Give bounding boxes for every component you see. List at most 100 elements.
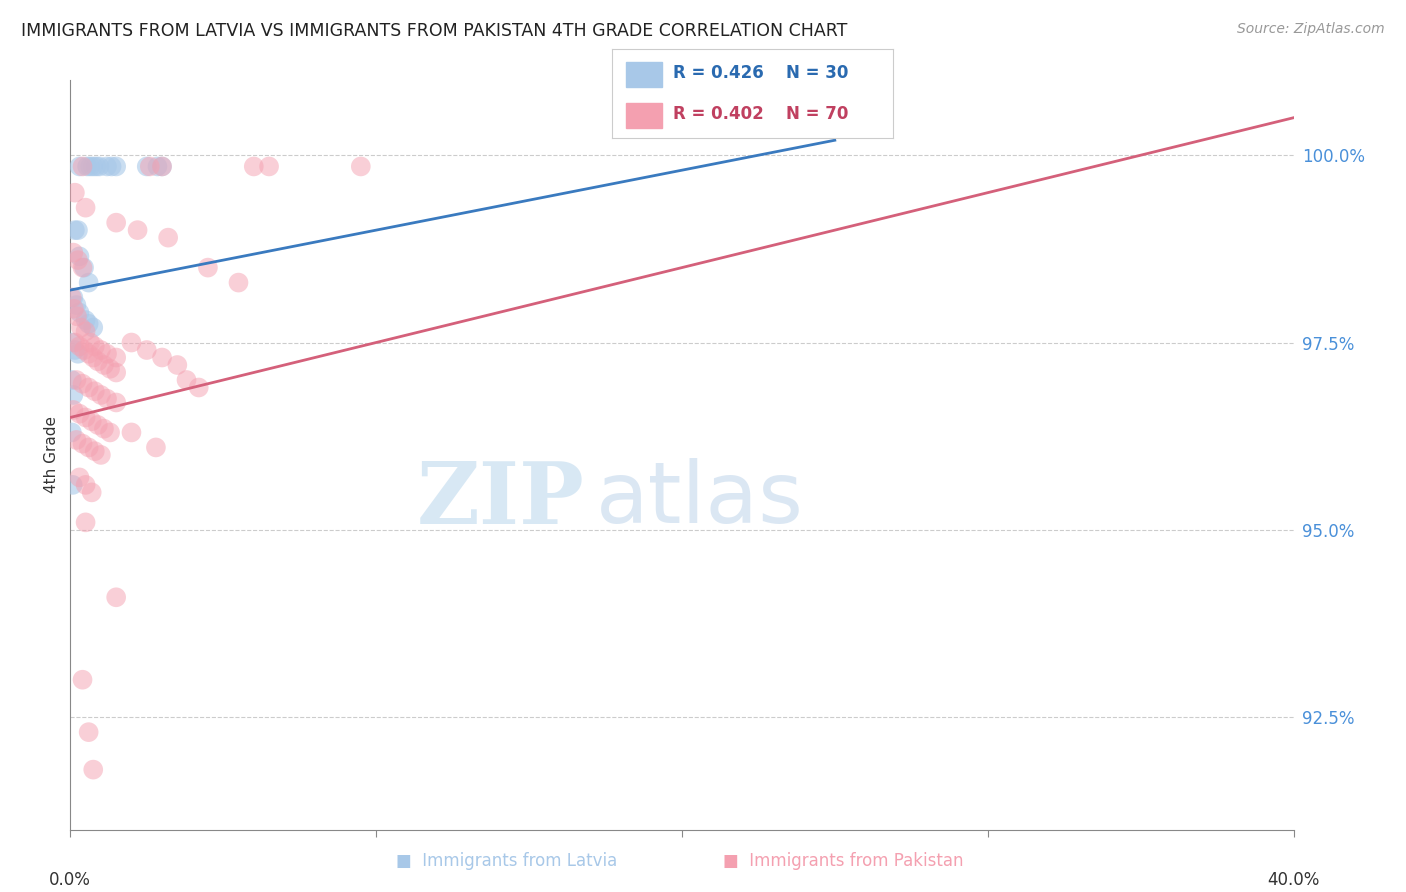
Point (96, 347, 118, 361)
Point (121, 425, 143, 440)
Point (87, 354, 110, 368)
Point (87, 417, 110, 432)
Point (157, 230, 180, 244)
Point (69, 407, 91, 421)
Point (60, 291, 83, 305)
Point (66, 347, 89, 361)
Point (105, 160, 128, 174)
Point (77, 347, 100, 361)
Point (105, 351, 128, 365)
Point (62, 403, 84, 417)
Bar (626, 103, 662, 128)
Text: 40.0%: 40.0% (1267, 871, 1320, 888)
Text: N = 30: N = 30 (786, 64, 848, 82)
Point (63, 335, 86, 350)
Point (98, 361, 121, 376)
Point (75, 201, 97, 215)
Point (75, 478, 97, 492)
Point (96, 160, 118, 174)
Point (60, 335, 83, 350)
Point (89, 160, 111, 174)
Point (69, 160, 91, 174)
Point (96, 392, 118, 406)
Point (83, 339, 105, 353)
Point (145, 441, 167, 455)
Point (62, 388, 84, 402)
Point (243, 160, 266, 174)
Point (150, 160, 173, 174)
Point (82, 763, 104, 777)
Point (150, 351, 173, 365)
Point (63, 343, 86, 357)
Point (62, 245, 84, 260)
Point (166, 358, 188, 372)
Point (350, 160, 373, 174)
Bar (626, 62, 662, 87)
Point (82, 160, 104, 174)
Text: ZIP: ZIP (416, 458, 583, 541)
Point (197, 260, 219, 275)
Point (228, 276, 250, 290)
Point (121, 335, 143, 350)
Text: IMMIGRANTS FROM LATVIA VS IMMIGRANTS FROM PAKISTAN 4TH GRADE CORRELATION CHART: IMMIGRANTS FROM LATVIA VS IMMIGRANTS FRO… (21, 22, 848, 40)
Point (146, 160, 169, 174)
Point (90, 343, 112, 357)
Point (72, 376, 94, 391)
Point (80, 414, 103, 428)
Point (63, 186, 86, 200)
Point (257, 160, 280, 174)
Point (69, 305, 91, 319)
Point (90, 448, 112, 462)
Point (77, 725, 100, 739)
Point (93, 358, 115, 372)
Point (135, 343, 157, 357)
Point (90, 388, 112, 402)
Point (72, 260, 94, 275)
Point (77, 276, 100, 290)
Point (60, 373, 83, 387)
Point (176, 373, 198, 387)
Point (69, 339, 91, 353)
Point (63, 301, 86, 316)
Point (62, 291, 84, 305)
Text: Source: ZipAtlas.com: Source: ZipAtlas.com (1237, 22, 1385, 37)
Point (83, 444, 105, 458)
Y-axis label: 4th Grade: 4th Grade (44, 417, 59, 493)
Point (79, 160, 101, 174)
Text: ■  Immigrants from Pakistan: ■ Immigrants from Pakistan (723, 852, 965, 870)
Point (76, 160, 98, 174)
Point (105, 366, 128, 380)
Point (75, 313, 97, 327)
Point (65, 373, 87, 387)
Text: N = 70: N = 70 (786, 105, 848, 123)
Text: R = 0.426: R = 0.426 (673, 64, 765, 82)
Text: 0.0%: 0.0% (49, 871, 91, 888)
Point (62, 478, 84, 492)
Point (139, 160, 162, 174)
Text: ■  Immigrants from Latvia: ■ Immigrants from Latvia (395, 852, 617, 870)
Point (70, 320, 93, 334)
Point (75, 516, 97, 530)
Point (83, 384, 105, 399)
Point (150, 160, 173, 174)
Point (60, 425, 83, 440)
Point (77, 441, 100, 455)
Point (66, 223, 89, 237)
Text: R = 0.402: R = 0.402 (673, 105, 765, 123)
Point (80, 485, 103, 500)
Text: atlas: atlas (596, 458, 804, 541)
Point (127, 223, 149, 237)
Point (69, 470, 91, 484)
Point (66, 310, 89, 324)
Point (105, 395, 128, 409)
Point (84, 160, 107, 174)
Point (65, 298, 87, 312)
Point (72, 673, 94, 687)
Point (105, 216, 128, 230)
Point (66, 253, 89, 268)
Point (69, 249, 91, 263)
Point (73, 260, 96, 275)
Point (82, 320, 104, 334)
Point (72, 436, 94, 450)
Point (73, 343, 96, 357)
